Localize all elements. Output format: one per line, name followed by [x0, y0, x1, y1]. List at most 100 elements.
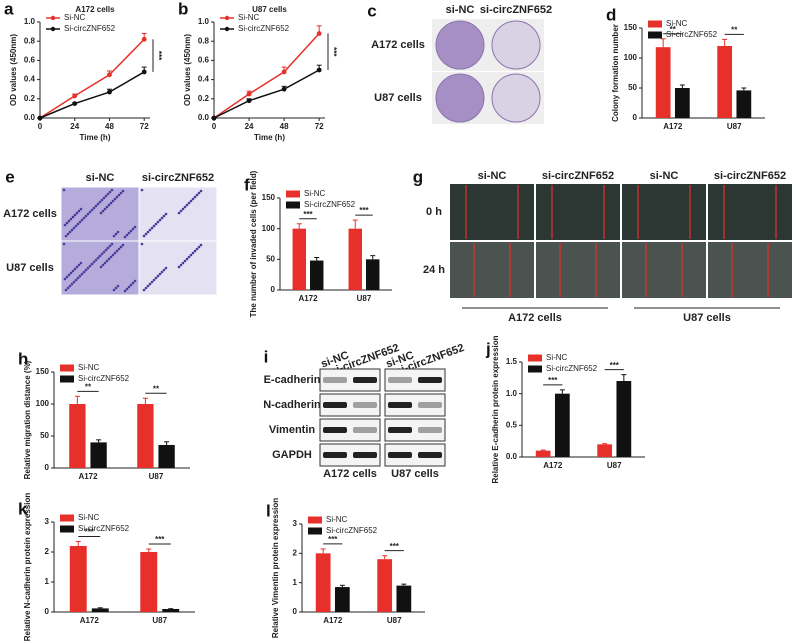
panel-letter: a — [4, 0, 14, 18]
cell-dot — [102, 250, 106, 254]
cell-dot — [142, 234, 146, 238]
cell-dot — [189, 253, 193, 257]
annotation: *** — [303, 210, 313, 219]
cell-dot — [78, 220, 82, 224]
point — [316, 67, 322, 73]
cell-dot — [185, 203, 189, 207]
cell-dot — [191, 197, 195, 201]
legend-swatch — [286, 201, 300, 209]
cell-dot — [123, 235, 127, 239]
y-tick-label: 0.2 — [24, 94, 36, 103]
legend-label: Si-circZNF652 — [304, 200, 356, 209]
column-label: si-circZNF652 — [714, 170, 786, 182]
point — [72, 101, 78, 106]
column-label: si-NC — [86, 172, 115, 184]
cell-dot — [79, 261, 83, 265]
x-tick-label: A172 — [298, 294, 318, 303]
group-label: U87 cells — [683, 312, 731, 324]
cell-dot — [82, 216, 86, 220]
x-tick-label: A172 — [80, 616, 100, 625]
y-tick-label: 50 — [628, 83, 637, 92]
column-label: si-NC — [650, 170, 679, 182]
wound-photo — [708, 184, 792, 240]
series-line — [213, 69, 320, 119]
cell-dot — [86, 212, 90, 216]
cell-dot — [63, 223, 67, 227]
cell-dot — [129, 283, 133, 287]
cell-dot — [111, 199, 115, 203]
cell-dot — [162, 268, 166, 272]
y-axis-label: The number of invaded cells (per field) — [249, 170, 258, 317]
x-axis-label: Time (h) — [80, 133, 111, 142]
legend-label: Si-circZNF652 — [64, 24, 116, 33]
x-tick-label: A172 — [78, 472, 98, 481]
cell-dot — [146, 284, 150, 288]
blot-band — [353, 427, 377, 433]
cell-dot — [68, 230, 72, 234]
cell-dot — [71, 269, 75, 273]
blot-band — [353, 377, 377, 383]
y-tick-label: 50 — [40, 431, 49, 440]
cell-dot — [112, 234, 116, 238]
y-tick-label: 1.0 — [198, 17, 210, 26]
group-label: U87 cells — [391, 468, 439, 480]
y-tick-label: 3 — [293, 519, 298, 528]
bar — [717, 46, 733, 118]
legend-label: Si-NC — [78, 363, 100, 372]
wound-photo — [708, 242, 792, 298]
annotation: *** — [328, 535, 338, 544]
blot-frame — [384, 418, 446, 442]
annotation: *** — [329, 47, 338, 57]
legend-label: Si-NC — [326, 515, 348, 524]
cell-dot — [75, 265, 79, 269]
y-tick-label: 3 — [45, 517, 50, 526]
cell-dot — [156, 274, 160, 278]
bar — [69, 546, 87, 612]
bar — [90, 442, 107, 468]
cell-dot — [71, 215, 75, 219]
cell-dot — [92, 206, 96, 210]
cell-dot — [101, 263, 105, 267]
annotation: ** — [85, 382, 92, 391]
legend-swatch — [528, 365, 542, 373]
cell-dot — [99, 211, 103, 215]
wound-photo — [450, 242, 534, 298]
y-tick-label: 1 — [293, 578, 298, 587]
cell-dot — [74, 224, 78, 228]
cell-dot — [179, 263, 183, 267]
cell-dot — [140, 242, 144, 246]
bar — [334, 587, 350, 612]
cell-dot — [129, 229, 133, 233]
blot-band — [388, 402, 412, 408]
cell-dot — [150, 280, 154, 284]
blot-frame — [319, 393, 381, 417]
cell-dot — [84, 268, 88, 272]
cell-dot — [164, 212, 168, 216]
y-tick-label: 0 — [293, 607, 298, 616]
cell-dot — [195, 247, 199, 251]
cell-dot — [66, 232, 70, 236]
blot-band — [323, 377, 347, 383]
cell-dot — [146, 230, 150, 234]
x-tick-label: U87 — [152, 616, 167, 625]
legend-swatch — [648, 20, 662, 28]
cell-dot — [160, 270, 164, 274]
annotation: ** — [153, 384, 160, 393]
cell-dot — [79, 207, 83, 211]
cell-dot — [103, 207, 107, 211]
cell-dot — [119, 245, 123, 249]
point — [316, 31, 322, 36]
cell-dot — [156, 220, 160, 224]
cell-dot — [84, 214, 88, 218]
y-tick-label: 2 — [293, 548, 298, 557]
y-tick-label: 0 — [45, 607, 50, 616]
legend-swatch — [648, 31, 662, 39]
y-tick-label: 100 — [624, 53, 638, 62]
cell-dot — [65, 221, 69, 225]
column-label: si-circZNF652 — [142, 172, 214, 184]
cell-dot — [191, 251, 195, 255]
annotation: *** — [155, 535, 165, 544]
cell-dot — [127, 231, 131, 235]
cell-dot — [104, 248, 108, 252]
